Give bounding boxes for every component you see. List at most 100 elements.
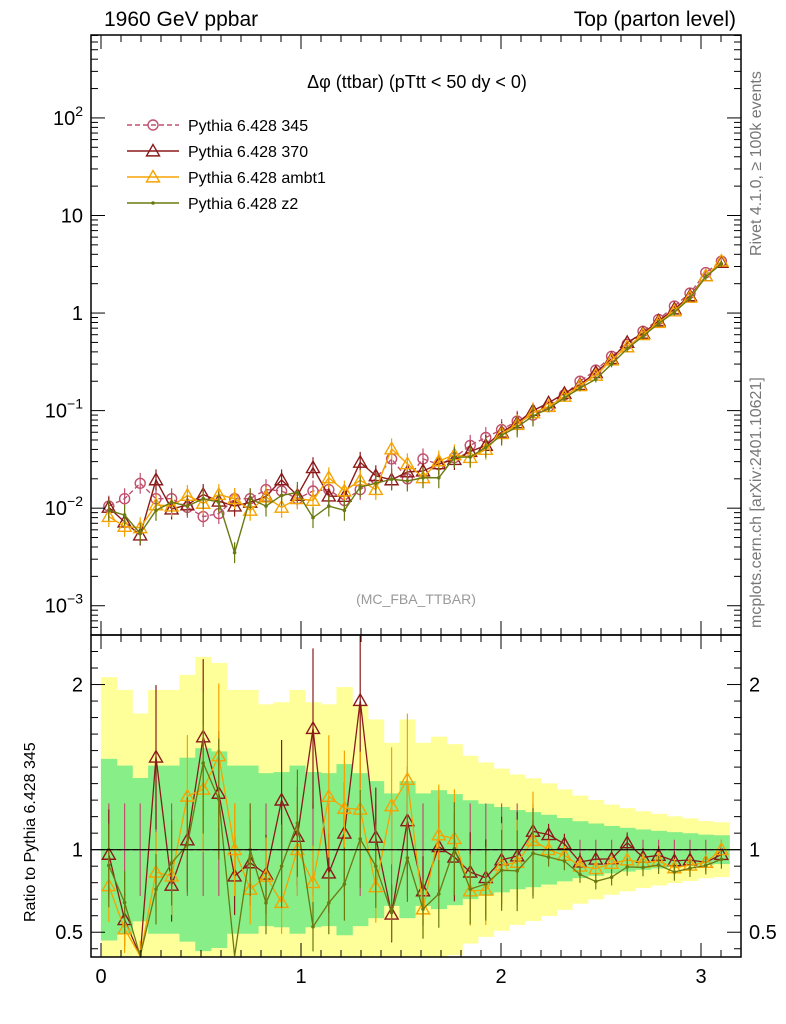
data-point xyxy=(389,477,394,482)
data-point xyxy=(226,498,243,512)
data-point xyxy=(546,406,551,411)
data-point xyxy=(154,887,158,892)
axis-ticks xyxy=(91,34,742,957)
data-point xyxy=(437,475,441,480)
data-point xyxy=(594,377,598,381)
x-tick-label: 3 xyxy=(695,966,706,988)
ratio-line xyxy=(108,760,722,959)
data-point xyxy=(672,310,677,315)
data-point xyxy=(122,900,127,905)
data-point xyxy=(122,513,127,517)
data-point xyxy=(358,485,363,489)
series-line xyxy=(108,260,722,518)
data-point xyxy=(248,496,252,501)
data-point xyxy=(719,857,724,862)
data-point xyxy=(145,143,161,157)
process-label: Top (parton level) xyxy=(573,8,736,31)
data-point xyxy=(264,901,268,905)
data-point xyxy=(148,749,164,763)
data-point xyxy=(421,907,425,911)
data-point xyxy=(389,910,394,915)
data-point xyxy=(295,821,300,826)
data-point xyxy=(468,887,473,891)
main-y-tick-label: 10−3 xyxy=(45,591,83,618)
data-point xyxy=(656,863,661,867)
data-point xyxy=(169,500,174,505)
data-point xyxy=(704,863,708,868)
data-point xyxy=(147,119,159,131)
data-point xyxy=(116,518,133,532)
data-point xyxy=(399,455,416,470)
x-tick-label: 0 xyxy=(95,966,106,988)
legend-label: Pythia 6.428 345 xyxy=(188,118,308,135)
data-point xyxy=(134,477,146,489)
legend-label: Pythia 6.428 370 xyxy=(188,144,308,161)
data-point xyxy=(672,870,677,874)
data-point xyxy=(201,496,205,501)
data-point xyxy=(484,445,488,450)
ratio-y-tick-label-right: 2 xyxy=(749,675,760,697)
data-point xyxy=(321,469,337,484)
data-point xyxy=(273,471,290,486)
data-point xyxy=(273,792,290,806)
data-point xyxy=(578,872,582,877)
data-point xyxy=(107,863,111,868)
data-point xyxy=(682,289,698,303)
data-point xyxy=(145,169,161,183)
series-0 xyxy=(103,255,728,528)
data-point xyxy=(151,201,155,205)
data-point xyxy=(342,508,347,513)
energy-label: 1960 GeV ppbar xyxy=(104,8,259,31)
data-point xyxy=(138,531,142,536)
data-point xyxy=(107,508,111,513)
data-point xyxy=(305,720,321,735)
rivet-label: Rivet 4.1.0, ≥ 100k events xyxy=(748,71,765,256)
x-tick-label: 1 xyxy=(295,966,306,988)
data-point xyxy=(154,508,158,513)
data-point xyxy=(452,455,457,460)
legend-label: Pythia 6.428 z2 xyxy=(188,196,298,213)
data-point xyxy=(641,334,645,338)
data-point xyxy=(169,861,174,865)
data-point xyxy=(484,882,488,886)
data-point xyxy=(603,855,620,870)
data-point xyxy=(594,879,598,884)
series-line xyxy=(108,260,722,529)
data-point xyxy=(383,797,400,812)
data-point xyxy=(625,865,629,869)
main-y-tick-label: 1 xyxy=(72,303,83,325)
data-point xyxy=(499,868,504,873)
data-point xyxy=(421,475,425,480)
ratio-plot xyxy=(91,636,741,959)
main-plot xyxy=(101,253,730,564)
data-point xyxy=(273,499,290,513)
data-point xyxy=(264,504,268,508)
legend-entry-0: Pythia 6.428 345 xyxy=(127,118,308,135)
data-point xyxy=(625,347,629,351)
ratio-y-tick-label-right: 0.5 xyxy=(749,922,777,944)
data-point xyxy=(327,901,331,905)
ratio-line xyxy=(108,700,722,957)
data-point xyxy=(295,490,300,495)
data-point xyxy=(405,479,410,483)
data-point xyxy=(399,771,416,786)
data-point xyxy=(374,481,378,486)
data-point xyxy=(619,834,635,849)
data-point xyxy=(431,453,447,467)
main-y-tick-label: 102 xyxy=(53,103,83,130)
data-point xyxy=(546,855,551,859)
main-y-tick-label: 10−2 xyxy=(45,493,83,520)
watermark: (MC_FBA_TTBAR) xyxy=(356,591,476,607)
legend: Pythia 6.428 345 Pythia 6.428 370 Pythia 6… xyxy=(127,118,326,213)
data-point xyxy=(431,827,447,841)
data-point xyxy=(305,459,321,474)
data-point xyxy=(562,396,567,400)
series-line xyxy=(108,261,722,537)
data-point xyxy=(405,856,410,860)
data-point xyxy=(688,866,692,871)
data-point xyxy=(217,500,221,505)
legend-entry-2: Pythia 6.428 ambt1 xyxy=(127,169,326,187)
data-point xyxy=(118,493,131,505)
data-point xyxy=(609,362,614,366)
